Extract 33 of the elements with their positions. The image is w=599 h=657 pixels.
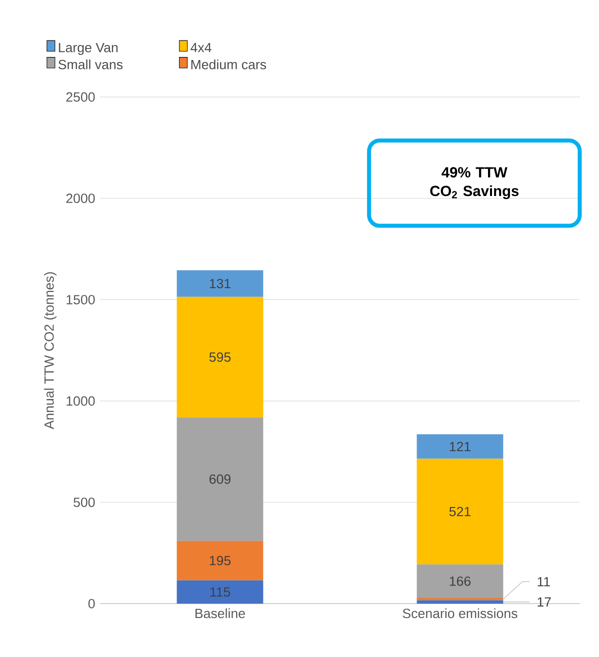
data-label: 11 [538,577,550,586]
data-label: 609 [210,474,230,484]
y-tick-label: 1500 [66,294,95,304]
data-label: 521 [449,506,470,516]
y-tick-label: 0 [88,598,95,608]
legend-label: Medium cars [191,59,266,70]
x-tick-label: Baseline [196,608,245,618]
legend-label: 4x4 [190,42,212,52]
data-label: 115 [210,587,230,597]
data-label: 131 [210,278,230,288]
bar [176,417,264,541]
y-tick-label: 1000 [66,396,95,406]
bar [176,296,264,418]
legend-label: Large Van [58,42,118,55]
y-tick-label: 500 [74,498,95,508]
y-axis-title: Annual TTW CO2 (tonnes) [44,272,56,430]
bar [416,434,504,459]
annotation: 49% TTW CO$_{2}$ Savings [430,167,519,200]
bar [416,600,504,604]
x-tick-label: Scenario emissions [402,608,518,618]
bar [176,580,264,604]
data-label: 166 [450,576,471,586]
bar [176,270,264,297]
bar [416,564,504,598]
bar [176,540,264,580]
data-label: 595 [209,352,231,362]
data-label: 121 [450,442,470,452]
y-tick-label: 2000 [66,194,95,204]
y-tick-label: 2500 [66,92,95,102]
data-label: 17 [538,597,551,607]
legend-label: Small vans [58,59,123,70]
bar [416,458,504,564]
data-label: 195 [210,556,231,566]
